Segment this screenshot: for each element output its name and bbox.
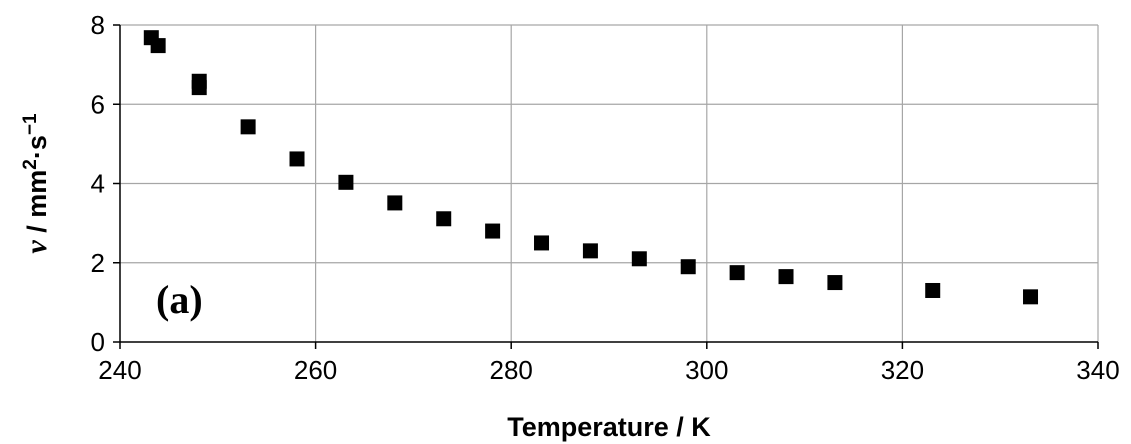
- y-axis-unit-sup2: −1: [20, 113, 41, 135]
- y-tick-label: 8: [91, 10, 105, 40]
- data-point: [827, 275, 843, 291]
- y-tick-labels: 0 2 4 6 8: [91, 10, 120, 357]
- x-tick-label: 240: [98, 355, 141, 385]
- data-point: [631, 251, 647, 267]
- data-points: [143, 30, 1039, 305]
- x-tick-labels: 240 260 280 300 320 340: [98, 342, 1120, 385]
- x-axis-title: Temperature / K: [507, 412, 711, 442]
- x-tick-label: 300: [685, 355, 728, 385]
- data-point: [680, 259, 696, 275]
- data-point: [778, 269, 794, 285]
- data-point: [387, 195, 403, 211]
- data-point: [1023, 289, 1039, 305]
- panel-label: (a): [156, 277, 203, 322]
- gridlines: [120, 24, 1099, 342]
- data-point: [150, 38, 166, 54]
- y-tick-label: 6: [91, 89, 105, 119]
- y-tick-label: 4: [91, 169, 105, 199]
- data-point: [485, 223, 501, 239]
- y-axis-unit-mid: ·s: [22, 135, 52, 159]
- data-point: [289, 151, 305, 167]
- data-point: [534, 235, 550, 251]
- x-tick-label: 320: [881, 355, 924, 385]
- x-tick-label: 280: [490, 355, 533, 385]
- data-point: [338, 174, 354, 190]
- y-axis-unit: / mm: [22, 170, 52, 241]
- data-point: [582, 243, 598, 259]
- data-point: [191, 80, 207, 96]
- x-tick-label: 340: [1076, 355, 1119, 385]
- x-tick-label: 260: [294, 355, 337, 385]
- y-tick-label: 2: [91, 248, 105, 278]
- data-point: [240, 119, 256, 135]
- y-tick-label: 0: [91, 327, 105, 357]
- y-axis-unit-sup1: 2: [20, 159, 41, 170]
- data-point: [436, 211, 452, 227]
- data-point: [729, 265, 745, 281]
- data-point: [925, 282, 941, 298]
- y-axis-symbol: ν: [20, 240, 53, 254]
- y-axis-title: ν / mm2·s−1: [20, 113, 54, 254]
